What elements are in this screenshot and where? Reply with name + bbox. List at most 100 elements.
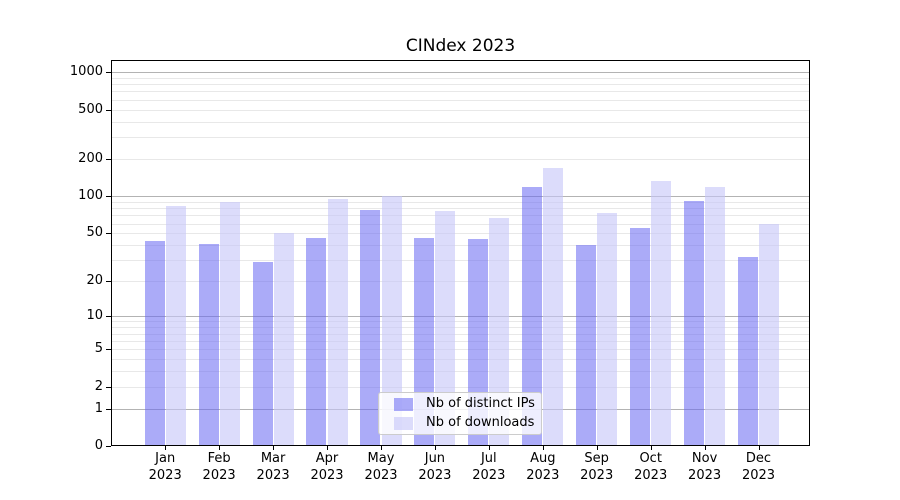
minor-gridline (112, 215, 809, 217)
bar-downloads-aug (543, 167, 564, 445)
major-gridline (112, 196, 809, 198)
x-tick-mark (650, 446, 652, 450)
minor-gridline (112, 327, 809, 329)
y-tick-mark (106, 349, 111, 350)
legend-item-downloads: Nb of downloads (394, 415, 534, 431)
y-tick-label: 5 (94, 341, 103, 356)
bar-distinct-ips-mar (252, 261, 273, 445)
y-tick-mark (106, 233, 111, 235)
y-tick-mark (106, 159, 111, 160)
bar-downloads-oct (651, 180, 672, 445)
minor-gridline (112, 137, 809, 139)
y-tick-label: 200 (78, 151, 103, 166)
y-tick-label: 2 (94, 378, 103, 394)
x-tick-label: Aug 2023 (526, 451, 560, 483)
y-tick-label: 20 (86, 273, 103, 289)
x-tick-label: Jun 2023 (418, 451, 452, 483)
bar-distinct-ips-nov (684, 200, 705, 445)
y-tick-label: 100 (78, 188, 103, 204)
x-tick-mark (488, 446, 490, 450)
x-tick-label: Nov 2023 (688, 451, 722, 483)
minor-gridline (112, 281, 809, 283)
y-tick-mark (106, 408, 111, 410)
bar-distinct-ips-jan (144, 241, 165, 445)
y-tick-mark (106, 72, 111, 74)
minor-gridline (112, 233, 809, 235)
y-tick-mark (106, 109, 111, 111)
y-tick-label: 500 (78, 101, 103, 117)
x-tick-label: Dec 2023 (741, 451, 776, 483)
minor-gridline (112, 260, 809, 262)
plot-area (111, 60, 810, 446)
y-tick-mark (106, 446, 111, 447)
minor-gridline (112, 77, 809, 79)
bar-distinct-ips-may (360, 210, 381, 445)
y-tick-label: 10 (86, 308, 103, 324)
bar-downloads-nov (705, 187, 726, 445)
x-tick-label: Feb 2023 (202, 451, 236, 483)
bar-distinct-ips-apr (306, 237, 327, 445)
legend-swatch-distinct-ips (394, 397, 413, 411)
x-tick-mark (596, 446, 598, 450)
x-tick-label: May 2023 (364, 451, 398, 483)
x-tick-label: Mar 2023 (256, 451, 290, 483)
y-tick-mark (106, 196, 111, 198)
x-tick-mark (704, 446, 706, 450)
y-tick-label: 0 (94, 438, 103, 453)
bar-distinct-ips-aug (522, 187, 543, 445)
minor-gridline (112, 349, 809, 350)
y-tick-label: 1 (94, 400, 103, 416)
minor-gridline (112, 371, 809, 372)
x-tick-mark (165, 446, 167, 450)
minor-gridline (112, 333, 809, 335)
bar-downloads-jun (435, 210, 456, 445)
minor-gridline (112, 99, 809, 101)
bar-downloads-sep (597, 213, 618, 445)
minor-gridline (112, 109, 809, 111)
bar-downloads-dec (759, 223, 780, 445)
major-gridline (112, 72, 809, 74)
y-tick-mark (106, 281, 111, 283)
y-tick-mark (106, 316, 111, 318)
legend-swatch-downloads (394, 416, 413, 430)
bar-distinct-ips-sep (576, 245, 597, 445)
bar-downloads-feb (219, 201, 240, 445)
legend-label-distinct-ips: Nb of distinct IPs (426, 396, 535, 411)
legend: Nb of distinct IPs Nb of downloads (378, 392, 542, 435)
bar-distinct-ips-oct (630, 228, 651, 445)
legend-label-downloads: Nb of downloads (426, 415, 535, 430)
bar-downloads-jan (165, 206, 186, 445)
bar-downloads-jul (489, 217, 510, 445)
chart-title: CINdex 2023 (405, 36, 516, 56)
bar-distinct-ips-dec (737, 256, 758, 445)
major-gridline (112, 316, 809, 318)
x-tick-mark (542, 446, 544, 450)
minor-gridline (112, 245, 809, 246)
minor-gridline (112, 358, 809, 360)
y-tick-label: 1000 (69, 64, 103, 80)
x-tick-mark (434, 446, 436, 450)
x-tick-mark (219, 446, 221, 450)
legend-item-distinct-ips: Nb of distinct IPs (394, 396, 535, 412)
minor-gridline (112, 340, 809, 342)
minor-gridline (112, 121, 809, 123)
bar-distinct-ips-feb (198, 243, 219, 445)
x-tick-label: Sep 2023 (580, 451, 614, 483)
minor-gridline (112, 208, 809, 210)
bar-downloads-apr (327, 199, 348, 445)
y-tick-mark (106, 386, 111, 388)
x-tick-mark (327, 446, 328, 450)
bar-downloads-may (381, 196, 402, 445)
x-tick-label: Jan 2023 (148, 451, 182, 483)
minor-gridline (112, 201, 809, 203)
x-tick-mark (758, 446, 760, 450)
y-tick-label: 50 (86, 225, 103, 241)
bar-downloads-mar (273, 233, 294, 445)
x-tick-label: Apr 2023 (310, 451, 344, 483)
x-tick-label: Jul 2023 (472, 451, 506, 483)
x-tick-label: Oct 2023 (634, 451, 668, 483)
x-tick-mark (381, 446, 382, 450)
minor-gridline (112, 159, 809, 160)
minor-gridline (112, 386, 809, 388)
